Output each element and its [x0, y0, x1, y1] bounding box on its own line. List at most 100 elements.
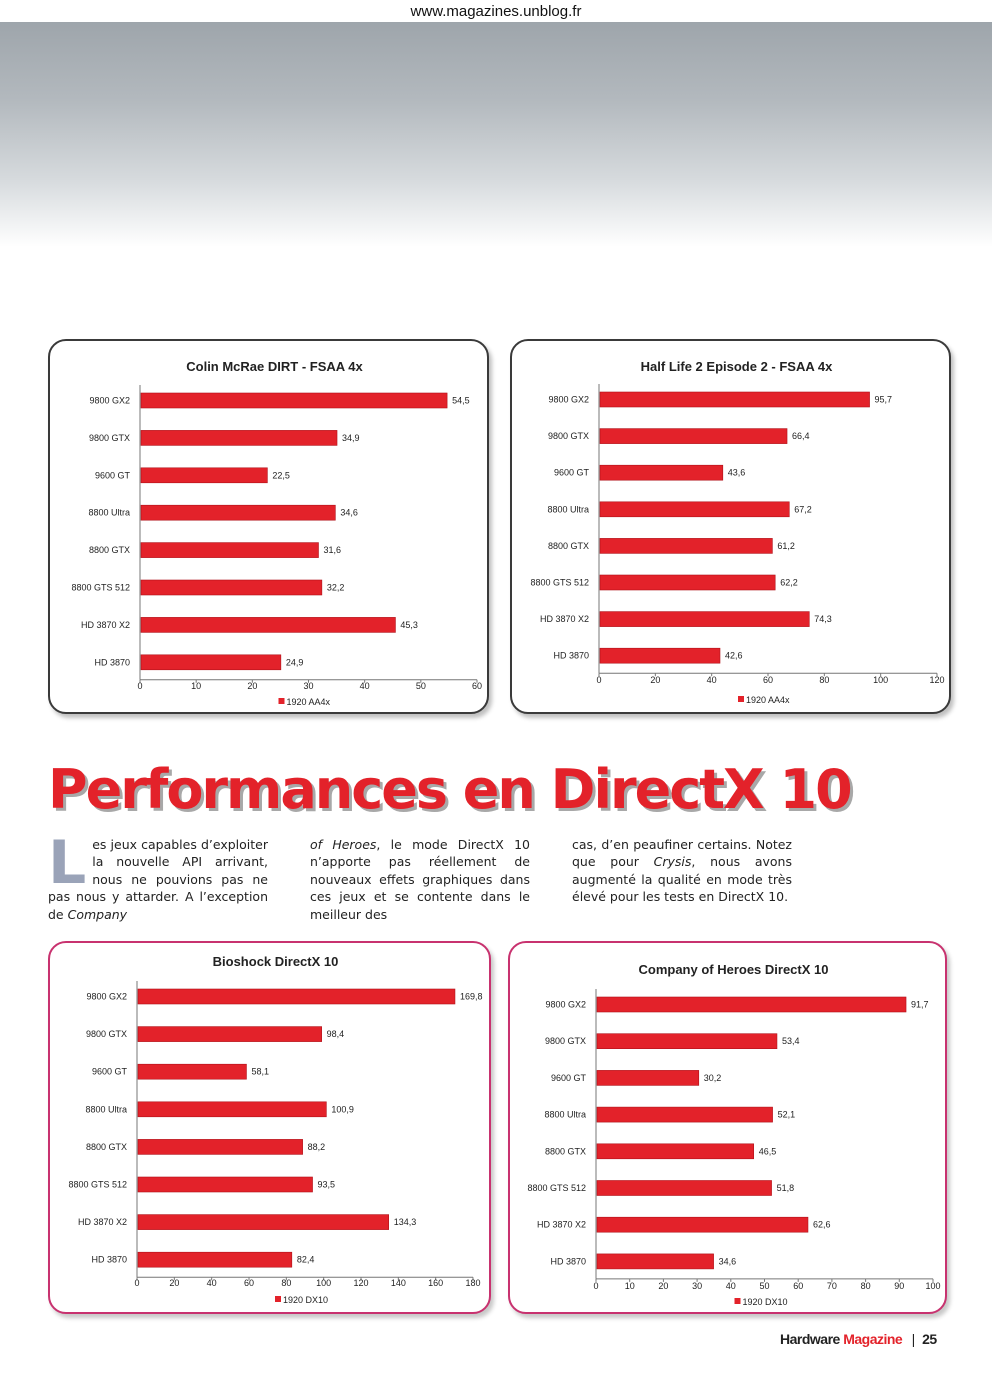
value-label: 62,6	[813, 1220, 831, 1230]
bar	[140, 504, 336, 521]
chart-coh: Company of Heroes DirectX 10 9800 GX2 91,7…	[527, 962, 940, 1307]
tick-label: 80	[281, 1278, 291, 1288]
article-headline: Performances en DirectX 10	[48, 758, 853, 821]
tick-label: 180	[465, 1278, 480, 1288]
category-label: 9800 GTX	[86, 1029, 127, 1039]
bar	[596, 1253, 714, 1270]
tick-label: 60	[763, 675, 773, 685]
bar	[599, 574, 776, 591]
tick-label: 50	[416, 681, 426, 691]
article-column-3: cas, d’en peaufiner certains. Notez que …	[572, 836, 792, 906]
category-label: 8800 GTX	[545, 1146, 586, 1156]
tick-label: 50	[759, 1281, 769, 1291]
bar	[599, 428, 788, 444]
chart-panel-dirt: Colin McRae DIRT - FSAA 4x 9800 GX2 54,5 98…	[48, 339, 489, 714]
value-label: 88,2	[308, 1142, 326, 1152]
value-label: 42,6	[725, 651, 743, 661]
value-label: 58,1	[251, 1067, 269, 1077]
category-label: 8800 Ultra	[544, 1110, 586, 1120]
page-footer: Hardware Magazine | 25	[780, 1331, 937, 1347]
chart-title: Colin McRae DIRT - FSAA 4x	[186, 359, 363, 374]
chart-bioshock: Bioshock DirectX 10 9800 GX2 169,8 9800 GTX…	[68, 954, 482, 1305]
category-label: HD 3870 X2	[78, 1217, 127, 1227]
category-label: 9800 GX2	[89, 396, 130, 406]
bar	[137, 1101, 327, 1118]
bar	[596, 1033, 778, 1049]
article-column-2: of Heroes, le mode DirectX 10 n’apporte …	[310, 836, 530, 923]
category-label: 8800 GTS 512	[527, 1183, 586, 1193]
legend-label: 1920 AA4x	[746, 695, 790, 705]
tick-label: 70	[827, 1281, 837, 1291]
tick-label: 80	[861, 1281, 871, 1291]
value-label: 24,9	[286, 657, 304, 667]
bar	[596, 1070, 700, 1086]
bar	[137, 1214, 389, 1230]
category-label: 8800 GTX	[89, 545, 130, 555]
value-label: 53,4	[782, 1036, 800, 1046]
bar	[596, 1216, 809, 1233]
bar	[596, 1143, 755, 1160]
bar	[599, 647, 721, 664]
bar	[596, 996, 907, 1013]
bar	[596, 1180, 772, 1196]
value-label: 54,5	[452, 396, 470, 406]
tick-label: 30	[692, 1281, 702, 1291]
category-label: HD 3870	[94, 657, 130, 667]
tick-label: 0	[137, 681, 142, 691]
legend-swatch	[734, 1298, 741, 1304]
value-label: 22,5	[272, 470, 290, 480]
bar	[137, 1176, 313, 1193]
value-label: 34,9	[342, 433, 360, 443]
value-label: 34,6	[340, 508, 358, 518]
chart-title: Company of Heroes DirectX 10	[638, 962, 828, 977]
bar	[140, 467, 268, 484]
category-label: HD 3870 X2	[81, 620, 130, 630]
value-label: 95,7	[875, 395, 893, 405]
bar	[599, 611, 810, 627]
chart-title: Bioshock DirectX 10	[213, 954, 339, 969]
bar	[599, 464, 724, 481]
legend-swatch	[738, 696, 744, 702]
value-label: 66,4	[792, 431, 810, 441]
value-label: 52,1	[778, 1110, 796, 1120]
value-label: 82,4	[297, 1255, 315, 1265]
value-label: 46,5	[759, 1146, 777, 1156]
site-url: www.magazines.unblog.fr	[410, 3, 582, 20]
tick-label: 20	[650, 675, 660, 685]
tick-label: 10	[625, 1281, 635, 1291]
category-label: HD 3870	[550, 1256, 586, 1266]
legend-label: 1920 AA4x	[287, 697, 331, 707]
chart-panel-coh: Company of Heroes DirectX 10 9800 GX2 91,7…	[508, 941, 947, 1314]
tick-label: 60	[472, 681, 482, 691]
footer-brand-hardware: Hardware	[780, 1331, 840, 1347]
category-label: HD 3870	[91, 1255, 127, 1265]
column-2-text: , le mode DirectX 10 n’apporte pas réell…	[310, 837, 530, 922]
value-label: 31,6	[323, 545, 341, 555]
column-2-italic: of Heroes	[310, 837, 377, 852]
column-3-italic: Crysis	[653, 854, 692, 870]
bar	[140, 430, 338, 446]
category-label: 8800 GTS 512	[530, 578, 589, 588]
legend-label: 1920 DX10	[743, 1297, 788, 1307]
column-3-text-a: cas, d’en peaufiner certains. Notez que …	[572, 837, 792, 870]
category-label: 9800 GTX	[545, 1036, 586, 1046]
category-label: 8800 GTX	[86, 1142, 127, 1152]
bar	[137, 1139, 303, 1155]
category-label: 9600 GT	[92, 1067, 128, 1077]
tick-label: 60	[244, 1278, 254, 1288]
tick-label: 120	[929, 675, 944, 685]
value-label: 67,2	[794, 504, 812, 514]
category-label: 8800 Ultra	[547, 504, 589, 514]
tick-label: 100	[316, 1278, 331, 1288]
tick-label: 20	[247, 681, 257, 691]
chart-panel-hl2: Half Life 2 Episode 2 - FSAA 4x 9800 GX2 9…	[510, 339, 951, 714]
category-label: 8800 GTS 512	[68, 1180, 127, 1190]
column-1-text: es jeux capables d’exploiter la nouvelle…	[48, 837, 268, 922]
footer-brand-magazine: Magazine	[843, 1331, 903, 1347]
category-label: 9600 GT	[554, 468, 590, 478]
tick-label: 160	[428, 1278, 443, 1288]
column-1-italic: Company	[67, 906, 128, 922]
bar	[137, 1063, 247, 1080]
value-label: 74,3	[814, 614, 832, 624]
category-label: HD 3870 X2	[540, 614, 589, 624]
